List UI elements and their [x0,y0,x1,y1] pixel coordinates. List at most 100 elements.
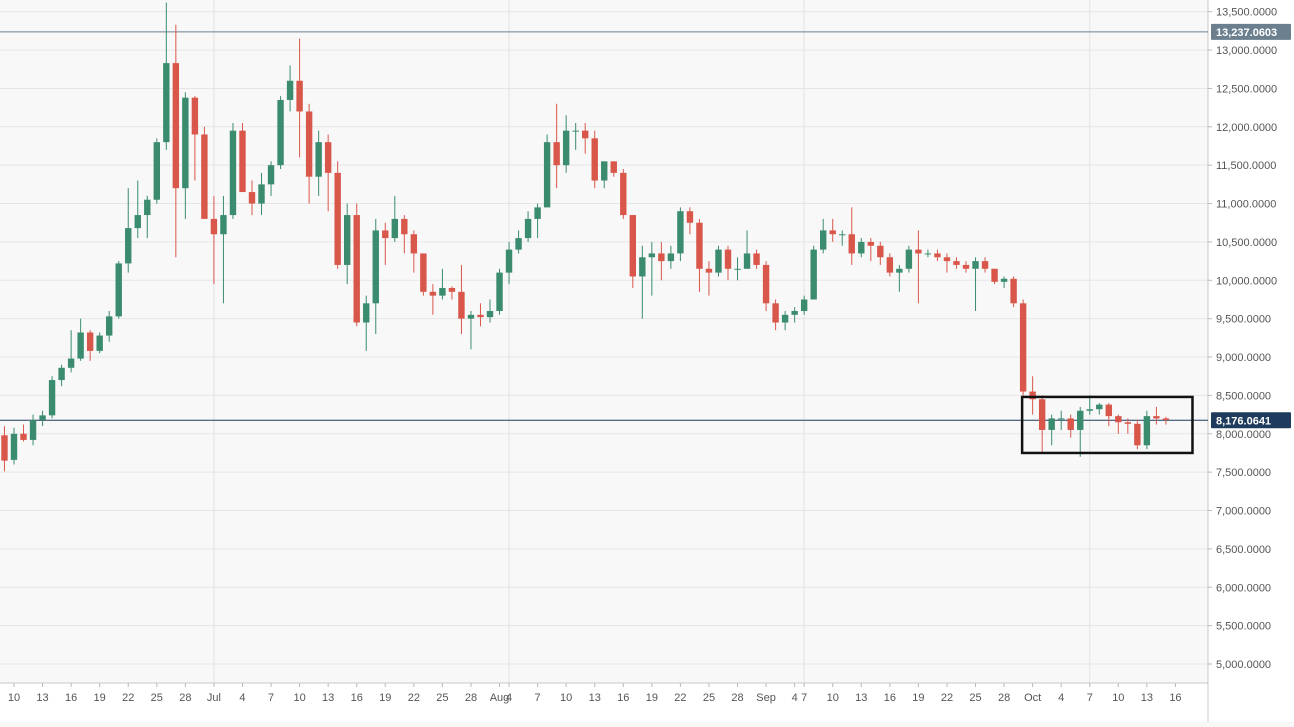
x-tick-label: 10 [827,692,839,704]
y-tick-label: 11,000.0000 [1216,199,1276,211]
candle-body-down [686,211,694,223]
candle-body-down [962,264,970,269]
x-tick-label: 13 [1141,692,1153,704]
candle-body-down [20,433,27,440]
candle-body-up [39,415,46,420]
candle-body-up [820,230,827,250]
candle-body-down [848,234,855,254]
y-tick-label: 9,500.0000 [1216,314,1271,326]
y-tick-label: 13,500.0000 [1216,7,1277,19]
candle-body-down [201,134,208,219]
candle-body-up [372,230,379,304]
candle-body-up [315,142,322,177]
candle-body-down [1,435,8,461]
candle-body-up [715,249,722,273]
candle-body-down [429,291,437,296]
candle-body-down [762,264,770,304]
y-tick-label: 11,500.0000 [1216,160,1276,172]
candle-body-up [29,419,37,440]
candle-body-up [115,263,122,317]
x-tick-label: 10 [8,692,20,704]
candle-body-down [420,253,427,292]
x-tick-label: 10 [1112,692,1124,704]
x-tick-label: 28 [731,692,743,704]
candle-body-up [258,184,265,204]
candle-body-down [1134,423,1141,446]
candle-body-up [543,142,551,208]
candle-body-down [724,249,732,269]
candle-body-down [1124,422,1132,424]
candle-body-up [125,228,132,264]
x-tick-label: 13 [589,692,601,704]
x-tick-label: 25 [703,692,715,704]
candle-body-down [991,268,998,282]
candle-body-up [153,142,160,200]
y-tick-label: 13,000.0000 [1216,45,1277,57]
candle-body-down [477,314,484,318]
candle-body-down [334,172,341,265]
candle-body-up [163,63,170,143]
x-tick-label: 10 [293,692,305,704]
x-tick-label: 7 [268,692,274,704]
x-tick-label: 22 [408,692,420,704]
candle-body-down [86,332,94,351]
candle-body-up [496,272,503,311]
y-tick-label: 5,500.0000 [1216,621,1271,633]
candle-body-down [239,130,246,193]
candle-body-up [1143,416,1151,446]
candle-body-up [677,211,684,254]
candle-body-up [67,358,75,368]
candle-body-down [934,253,941,258]
candle-body-down [1038,399,1046,430]
candle-body-up [134,215,141,229]
x-tick-label: 13 [855,692,867,704]
candle-body-up [524,218,532,239]
candle-body-up [277,99,284,166]
candle-body-down [915,249,922,254]
candle-body-up [48,380,56,416]
candle-body-down [629,215,636,277]
x-tick-label: Jul [207,692,221,704]
candle-body-down [324,142,332,173]
candle-body-up [344,215,351,265]
y-tick-label: 10,500.0000 [1216,237,1277,249]
x-tick-label: 4 [506,692,512,704]
candle-body-up [800,299,808,311]
candle-body-up [220,215,227,235]
y-tick-label: 6,000.0000 [1216,582,1271,594]
candle-body-down [620,172,627,216]
candle-body-down [867,241,874,246]
price-axis-panel [1208,0,1294,722]
candle-body-down [172,63,180,189]
y-tick-label: 7,000.0000 [1216,506,1271,518]
x-tick-label: Aug [490,692,510,704]
candle-body-up [572,130,579,132]
x-tick-label: 25 [969,692,981,704]
candle-body-down [1153,416,1160,419]
candle-body-down [591,138,598,181]
x-tick-label: 16 [617,692,629,704]
candle-body-down [458,291,465,319]
candle-body-down [1029,391,1036,400]
candle-body-up [505,249,513,273]
candle-body-up [1096,404,1103,410]
candle-body-up [10,433,18,460]
candle-body-up [58,367,65,381]
candle-body-up [515,238,522,250]
candle-body-down [410,234,418,254]
candle-body-down [1115,416,1122,423]
y-tick-label: 8,500.0000 [1216,390,1271,402]
x-tick-label: 7 [801,692,807,704]
candle-body-up [1000,278,1008,282]
x-tick-label: 19 [646,692,658,704]
x-tick-label: 22 [941,692,953,704]
candle-body-down [210,218,218,235]
candle-body-down [1162,418,1170,420]
x-tick-label: 7 [535,692,541,704]
candle-body-up [534,207,541,219]
candle-body-down [1010,278,1017,304]
x-tick-label: 25 [436,692,448,704]
candle-body-up [781,314,789,323]
candle-body-down [886,257,894,273]
candle-body-up [648,253,656,258]
